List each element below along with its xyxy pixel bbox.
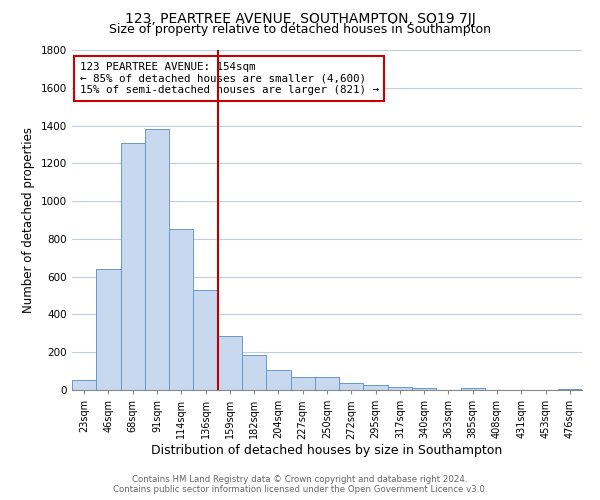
Bar [169,230,193,390]
Bar [290,377,315,390]
Text: 123, PEARTREE AVENUE, SOUTHAMPTON, SO19 7JJ: 123, PEARTREE AVENUE, SOUTHAMPTON, SO19 … [125,12,475,26]
Bar [558,389,582,390]
Bar [339,384,364,390]
Bar [72,380,96,390]
Bar [145,130,169,390]
Bar [193,290,218,390]
Text: 123 PEARTREE AVENUE: 154sqm
← 85% of detached houses are smaller (4,600)
15% of : 123 PEARTREE AVENUE: 154sqm ← 85% of det… [80,62,379,95]
Bar [388,386,412,390]
Bar [242,355,266,390]
Text: Contains HM Land Registry data © Crown copyright and database right 2024.
Contai: Contains HM Land Registry data © Crown c… [113,474,487,494]
Bar [315,377,339,390]
Text: Size of property relative to detached houses in Southampton: Size of property relative to detached ho… [109,22,491,36]
Bar [461,388,485,390]
Bar [218,336,242,390]
Bar [266,370,290,390]
Bar [364,386,388,390]
Bar [121,142,145,390]
Bar [96,269,121,390]
Bar [412,388,436,390]
X-axis label: Distribution of detached houses by size in Southampton: Distribution of detached houses by size … [151,444,503,457]
Y-axis label: Number of detached properties: Number of detached properties [22,127,35,313]
